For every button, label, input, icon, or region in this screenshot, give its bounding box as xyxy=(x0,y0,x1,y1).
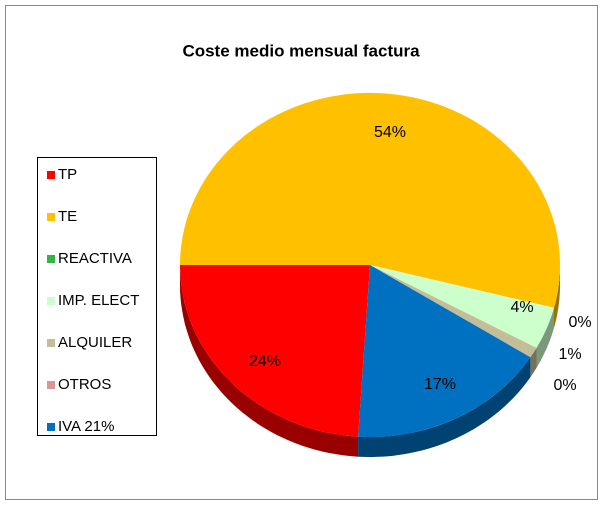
data-label: 54% xyxy=(374,124,406,141)
legend-swatch xyxy=(47,213,55,221)
legend-swatch xyxy=(47,423,55,431)
legend-label: IVA 21% xyxy=(58,418,114,435)
legend-label: ALQUILER xyxy=(58,334,132,351)
data-label: 17% xyxy=(424,376,456,393)
data-label: 0% xyxy=(568,314,591,331)
data-label: 1% xyxy=(558,346,581,363)
legend-label: TE xyxy=(58,208,77,225)
legend-label: TP xyxy=(58,166,77,183)
slice-side xyxy=(554,265,560,328)
legend-box xyxy=(37,157,157,436)
slice xyxy=(370,265,537,358)
slice-side xyxy=(358,357,531,457)
legend-swatch xyxy=(47,339,55,347)
legend-swatch xyxy=(47,381,55,389)
legend-label: REACTIVA xyxy=(58,250,132,267)
slice xyxy=(370,265,554,348)
data-label: 0% xyxy=(553,377,576,394)
slice xyxy=(179,92,560,308)
legend-label: IMP. ELECT xyxy=(58,292,139,309)
slice-side xyxy=(530,347,537,378)
legend-swatch xyxy=(47,171,55,179)
slice-side xyxy=(536,307,554,368)
legend-swatch xyxy=(47,255,55,263)
data-label: 24% xyxy=(249,353,281,370)
slice xyxy=(180,265,370,437)
legend-label: OTROS xyxy=(58,376,111,393)
legend-swatch xyxy=(47,297,55,305)
slice-side xyxy=(180,265,359,457)
chart-title: Coste medio mensual factura xyxy=(182,41,420,60)
slice xyxy=(358,265,531,438)
data-label: 4% xyxy=(510,299,533,316)
